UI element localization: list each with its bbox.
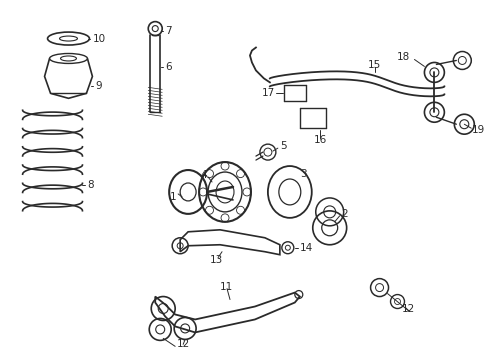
Text: 2: 2: [342, 209, 348, 219]
Text: 7: 7: [165, 26, 172, 36]
Text: 19: 19: [472, 125, 486, 135]
Text: 8: 8: [87, 180, 94, 190]
Text: 16: 16: [314, 135, 327, 145]
Text: 10: 10: [93, 33, 105, 44]
Text: 3: 3: [300, 169, 306, 179]
Text: 9: 9: [96, 81, 102, 91]
Text: 15: 15: [368, 60, 381, 71]
Text: 11: 11: [220, 282, 233, 292]
Text: 12: 12: [177, 339, 191, 349]
Text: 14: 14: [300, 243, 313, 253]
Text: 1: 1: [170, 192, 177, 202]
Text: 6: 6: [165, 62, 172, 72]
Text: 5: 5: [280, 141, 287, 151]
Text: 17: 17: [262, 88, 275, 98]
Text: 18: 18: [396, 53, 410, 63]
Text: 13: 13: [210, 255, 223, 265]
Text: 4: 4: [200, 170, 207, 180]
Text: 12: 12: [401, 305, 415, 315]
